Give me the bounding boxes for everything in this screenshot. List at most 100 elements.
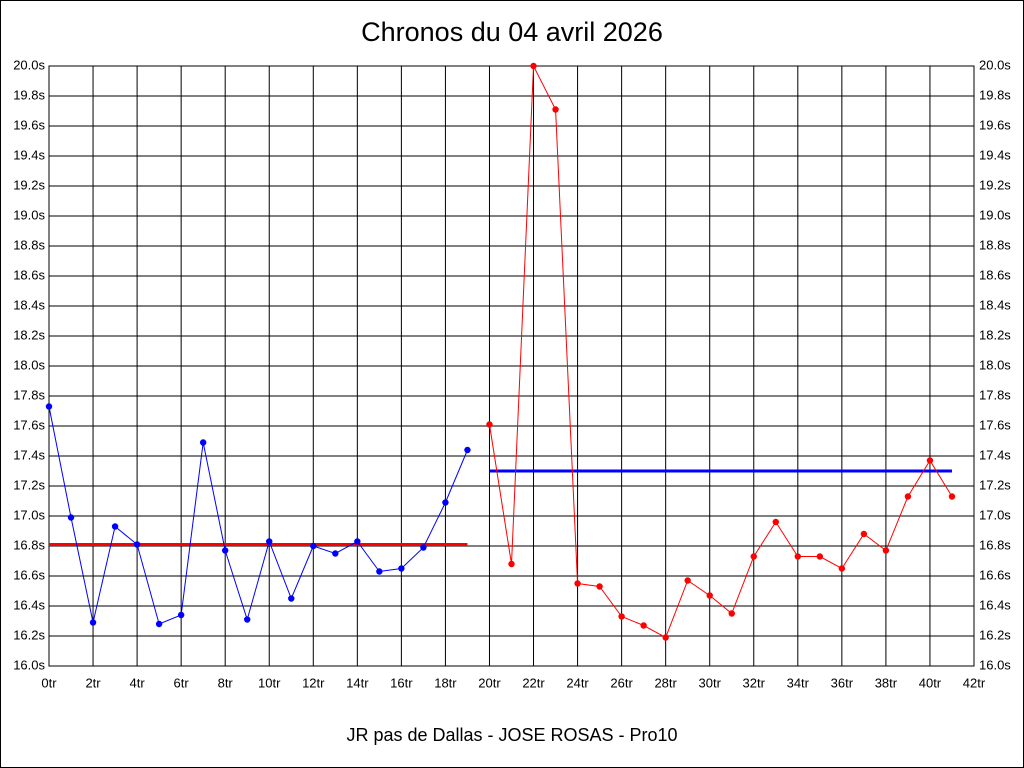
y-tick-label: 18.0s [13, 357, 45, 372]
x-tick-label: 32tr [743, 675, 766, 690]
data-point [816, 553, 824, 560]
y-tick-label: 16.0s [13, 657, 45, 672]
data-point [772, 518, 779, 526]
y-tick-label: 16.6s [13, 567, 45, 582]
data-point [882, 547, 890, 554]
y-tick-label: 16.8s [13, 537, 45, 552]
data-point [133, 541, 141, 548]
x-axis-label: JR pas de Dallas - JOSE ROSAS - Pro10 [346, 725, 677, 745]
x-tick-label: 10tr [258, 675, 281, 690]
data-point [199, 439, 207, 446]
data-point [948, 493, 956, 500]
x-tick-label: 0tr [41, 675, 57, 690]
data-point [111, 523, 119, 530]
y2-tick-label: 19.8s [979, 87, 1011, 102]
y-tick-label: 18.2s [13, 327, 45, 342]
y2-tick-label: 16.0s [979, 657, 1011, 672]
y2-tick-label: 16.8s [979, 537, 1011, 552]
y2-tick-label: 19.0s [979, 207, 1011, 222]
data-point [750, 553, 757, 560]
data-point [926, 457, 934, 464]
y2-tick-label: 17.0s [979, 507, 1011, 522]
data-point [89, 619, 97, 626]
x-tick-label: 18tr [434, 675, 457, 690]
y-tick-label: 17.6s [13, 417, 45, 432]
y-tick-label: 17.8s [13, 387, 45, 402]
x-tick-label: 38tr [875, 675, 898, 690]
y2-tick-label: 16.2s [979, 627, 1011, 642]
y2-tick-label: 18.2s [979, 327, 1011, 342]
y-tick-label: 18.6s [13, 267, 45, 282]
y-tick-label: 16.4s [13, 597, 45, 612]
y2-tick-label: 19.2s [979, 177, 1011, 192]
data-point [288, 595, 295, 602]
y2-tick-label: 19.6s [979, 117, 1011, 132]
x-tick-label: 24tr [566, 675, 589, 690]
y2-tick-label: 18.4s [979, 297, 1011, 312]
chart-title: Chronos du 04 avril 2026 [361, 17, 663, 47]
y2-tick-label: 16.4s [979, 597, 1011, 612]
data-point [266, 538, 273, 545]
data-point [376, 568, 383, 575]
y-tick-label: 17.4s [13, 447, 45, 462]
data-point [486, 421, 493, 428]
data-point [244, 616, 251, 623]
x-tick-label: 20tr [478, 675, 501, 690]
y-tick-label: 18.8s [13, 237, 45, 252]
y2-tick-label: 16.6s [979, 567, 1011, 582]
data-point [530, 62, 537, 70]
x-tick-label: 34tr [787, 675, 810, 690]
data-point [508, 560, 515, 568]
data-point [177, 611, 185, 619]
data-point [662, 634, 669, 641]
y-tick-label: 17.0s [13, 507, 45, 522]
x-tick-label: 16tr [390, 675, 413, 690]
y2-tick-label: 17.6s [979, 417, 1011, 432]
x-tick-label: 12tr [302, 675, 325, 690]
y2-tick-label: 17.2s [979, 477, 1011, 492]
data-point [45, 403, 53, 410]
data-point [221, 547, 229, 554]
data-point [728, 610, 735, 617]
series-line [48, 406, 468, 625]
data-point [354, 538, 361, 545]
x-tick-label: 22tr [522, 675, 545, 690]
y-tick-label: 20.0s [13, 57, 45, 72]
x-tick-label: 40tr [919, 675, 942, 690]
y-tick-label: 19.0s [13, 207, 45, 222]
data-point [67, 514, 75, 521]
x-tick-label: 36tr [831, 675, 854, 690]
data-point [794, 553, 802, 560]
data-point [464, 446, 471, 454]
data-point [398, 565, 405, 572]
data-point [596, 583, 603, 590]
y2-tick-label: 17.4s [979, 447, 1011, 462]
y-tick-label: 19.4s [13, 147, 45, 162]
y-tick-label: 16.2s [13, 627, 45, 642]
data-point [838, 565, 846, 572]
y2-tick-label: 18.6s [979, 267, 1011, 282]
x-tick-label: 4tr [130, 675, 146, 690]
series-line [488, 64, 953, 639]
data-point [420, 544, 427, 551]
data-point [332, 550, 339, 557]
y-tick-label: 19.8s [13, 87, 45, 102]
y2-tick-label: 20.0s [979, 57, 1011, 72]
y2-tick-label: 18.0s [979, 357, 1011, 372]
x-tick-label: 8tr [218, 675, 234, 690]
x-tick-label: 28tr [654, 675, 677, 690]
y2-tick-label: 18.8s [979, 237, 1011, 252]
x-tick-label: 2tr [85, 675, 101, 690]
x-tick-label: 42tr [963, 675, 986, 690]
data-point [684, 577, 691, 584]
x-tick-label: 6tr [174, 675, 190, 690]
data-point [640, 622, 647, 629]
data-point [574, 580, 581, 587]
y-tick-label: 18.4s [13, 297, 45, 312]
data-point [155, 620, 163, 628]
x-tick-label: 30tr [699, 675, 722, 690]
data-point [904, 493, 912, 500]
data-point [706, 592, 713, 599]
data-point [310, 542, 317, 550]
